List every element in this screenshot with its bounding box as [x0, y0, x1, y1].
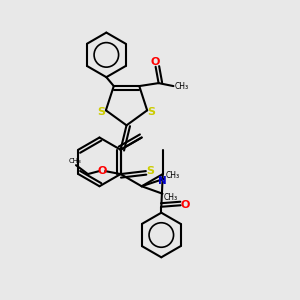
Text: O: O [98, 166, 107, 176]
Text: CH₃: CH₃ [175, 82, 189, 91]
Text: S: S [98, 107, 106, 117]
Text: O: O [151, 57, 160, 67]
Text: N: N [158, 176, 167, 187]
Text: CH₃: CH₃ [68, 158, 81, 164]
Text: O: O [180, 200, 190, 210]
Text: CH₃: CH₃ [164, 193, 178, 202]
Text: S: S [147, 107, 155, 117]
Text: S: S [146, 166, 154, 176]
Text: CH₃: CH₃ [166, 171, 180, 180]
